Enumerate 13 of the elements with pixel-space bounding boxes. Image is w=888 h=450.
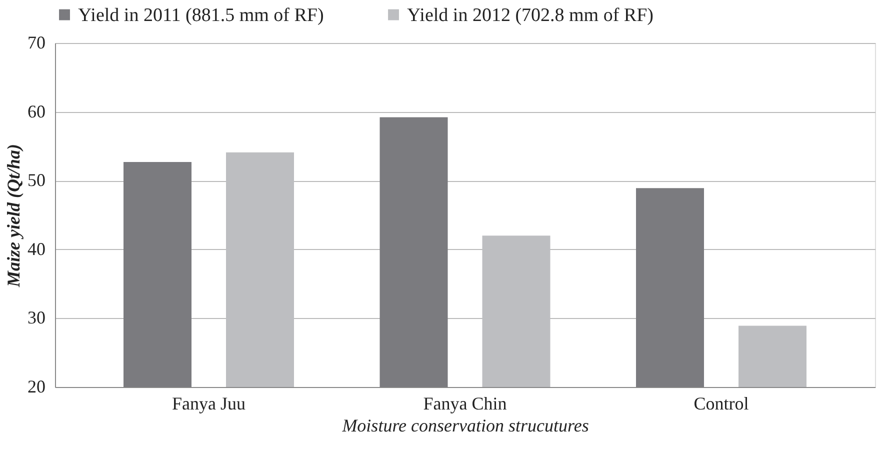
x-axis-title: Moisture conservation strucutures (341, 416, 589, 436)
x-tick-label: Fanya Juu (172, 394, 246, 414)
x-tick-label: Fanya Chin (423, 394, 507, 414)
x-tick-label: Control (694, 394, 749, 414)
legend-label: Yield in 2011 (881.5 mm of RF) (78, 4, 324, 26)
y-tick-label: 50 (28, 170, 46, 190)
y-tick-label: 30 (28, 308, 46, 328)
legend-label: Yield in 2012 (702.8 mm of RF) (407, 4, 654, 26)
y-tick-label: 20 (28, 376, 46, 396)
y-axis-title: Maize yield (Qt/ha) (4, 144, 24, 288)
y-tick-label: 40 (28, 238, 46, 259)
y-tick-label: 60 (28, 101, 46, 122)
y-tick-label: 70 (28, 32, 46, 52)
